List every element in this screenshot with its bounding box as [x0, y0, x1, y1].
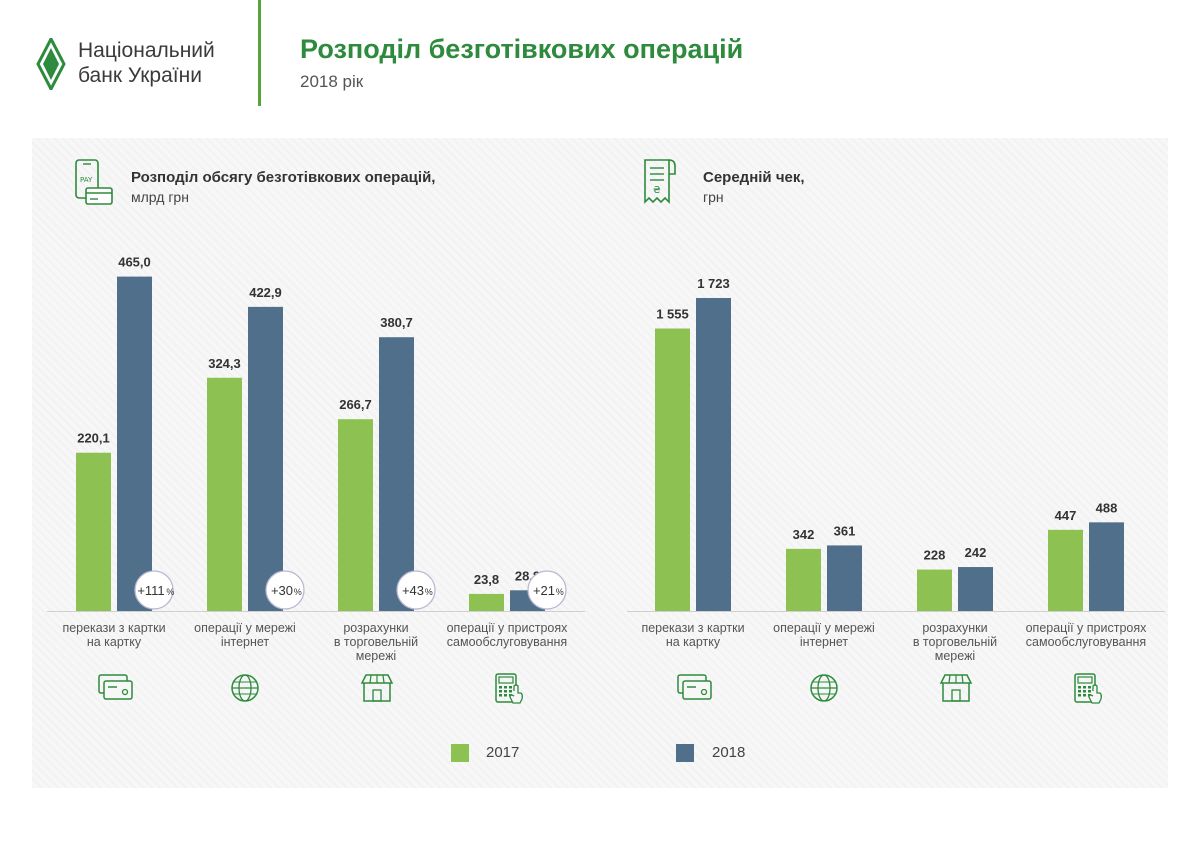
logo-text: Національний банк України [78, 38, 215, 88]
data-label-2018-3: 242 [965, 545, 987, 560]
bar-2017-1 [76, 452, 111, 611]
data-label-2018-2: 422,9 [249, 285, 282, 300]
bar-2018-2 [248, 306, 283, 611]
data-label-2018-2: 361 [834, 523, 856, 538]
category-label-4-line-1: операції у пристроях [1026, 621, 1148, 635]
data-label-2017-4: 23,8 [474, 572, 499, 587]
left-chart-title: Розподіл обсягу безготівкових операцій, [131, 169, 436, 186]
shop-icon [939, 674, 973, 702]
legend-swatch-2018 [676, 744, 694, 762]
growth-badge-4: +21% [527, 570, 567, 610]
page-title: Розподіл безготівкових операцій [300, 34, 744, 64]
nbu-logo: Національний банк України [36, 36, 236, 96]
terminal-icon [495, 673, 523, 704]
category-label-3-line-3: мережі [935, 649, 975, 663]
bar-2018-3 [958, 567, 993, 611]
logo-line-2: банк України [78, 64, 202, 87]
category-label-2-line-2: інтернет [221, 635, 270, 649]
legend-label-2018: 2018 [712, 744, 746, 761]
growth-value-4: +21 [533, 583, 555, 598]
growth-unit-1: % [166, 587, 174, 597]
growth-unit-3: % [425, 587, 433, 597]
growth-badge-1: +111% [134, 570, 174, 610]
bar-2017-2 [207, 377, 242, 611]
growth-badge-3: +43% [396, 570, 436, 610]
right-chart-title: Середній чек, [703, 169, 805, 186]
category-label-3-line-2: в торговельній [913, 635, 997, 649]
bar-2017-1 [655, 328, 690, 611]
data-label-2017-3: 266,7 [339, 397, 372, 412]
category-label-4-line-2: самообслуговування [447, 635, 567, 649]
growth-unit-2: % [294, 587, 302, 597]
data-label-2017-2: 324,3 [208, 356, 241, 371]
growth-value-3: +43 [402, 583, 424, 598]
category-label-4-line-2: самообслуговування [1026, 635, 1146, 649]
svg-text:PAY: PAY [80, 176, 93, 184]
terminal-icon [1074, 673, 1102, 704]
bar-2017-2 [786, 548, 821, 611]
globe-icon [810, 674, 838, 702]
data-label-2018-3: 380,7 [380, 315, 413, 330]
bar-2018-1 [117, 276, 152, 611]
category-label-2-line-1: операції у мережі [773, 621, 875, 635]
nbu-logo-icon [36, 38, 66, 90]
data-label-2017-1: 220,1 [77, 431, 110, 446]
data-label-2017-2: 342 [793, 527, 815, 542]
page-subtitle: 2018 рік [300, 72, 364, 91]
bar-2017-3 [338, 419, 373, 611]
growth-unit-4: % [556, 587, 564, 597]
bar-2018-4 [1089, 522, 1124, 611]
data-label-2017-4: 447 [1055, 508, 1077, 523]
phone-pay-icon: PAY [75, 159, 113, 205]
data-label-2018-4: 488 [1096, 500, 1118, 515]
category-label-2-line-1: операції у мережі [194, 621, 296, 635]
category-label-1-line-1: перекази з картки [62, 621, 165, 635]
charts-panel [32, 138, 1168, 788]
shop-icon [360, 674, 394, 702]
category-label-3-line-1: розрахунки [922, 621, 987, 635]
bar-2018-3 [379, 337, 414, 611]
category-label-4-line-1: операції у пристроях [447, 621, 569, 635]
right-chart-unit: грн [703, 189, 724, 205]
credit-card-icon [98, 674, 133, 700]
bar-2018-1 [696, 298, 731, 611]
growth-value-2: +30 [271, 583, 293, 598]
bar-2017-4 [469, 593, 504, 611]
bar-2017-4 [1048, 529, 1083, 611]
left-chart-unit: млрд грн [131, 189, 189, 205]
header-divider [258, 0, 261, 106]
category-label-3-line-3: мережі [356, 649, 396, 663]
category-label-1-line-2: на картку [666, 635, 721, 649]
svg-text:₴: ₴ [653, 185, 661, 196]
data-label-2017-1: 1 555 [656, 307, 689, 322]
bar-2017-3 [917, 569, 952, 611]
data-label-2018-1: 465,0 [118, 255, 151, 270]
legend-label-2017: 2017 [486, 744, 520, 761]
bar-2018-2 [827, 545, 862, 611]
data-label-2017-3: 228 [924, 548, 946, 563]
legend-swatch-2017 [451, 744, 469, 762]
receipt-icon: ₴ [644, 159, 676, 204]
globe-icon [231, 674, 259, 702]
growth-value-1: +111 [137, 583, 164, 598]
category-label-1-line-1: перекази з картки [641, 621, 744, 635]
category-label-1-line-2: на картку [87, 635, 142, 649]
category-label-2-line-2: інтернет [800, 635, 849, 649]
data-label-2018-1: 1 723 [697, 276, 730, 291]
growth-badge-2: +30% [265, 570, 305, 610]
logo-line-1: Національний [78, 39, 215, 62]
credit-card-icon [677, 674, 712, 700]
category-label-3-line-2: в торговельній [334, 635, 418, 649]
category-label-3-line-1: розрахунки [343, 621, 408, 635]
